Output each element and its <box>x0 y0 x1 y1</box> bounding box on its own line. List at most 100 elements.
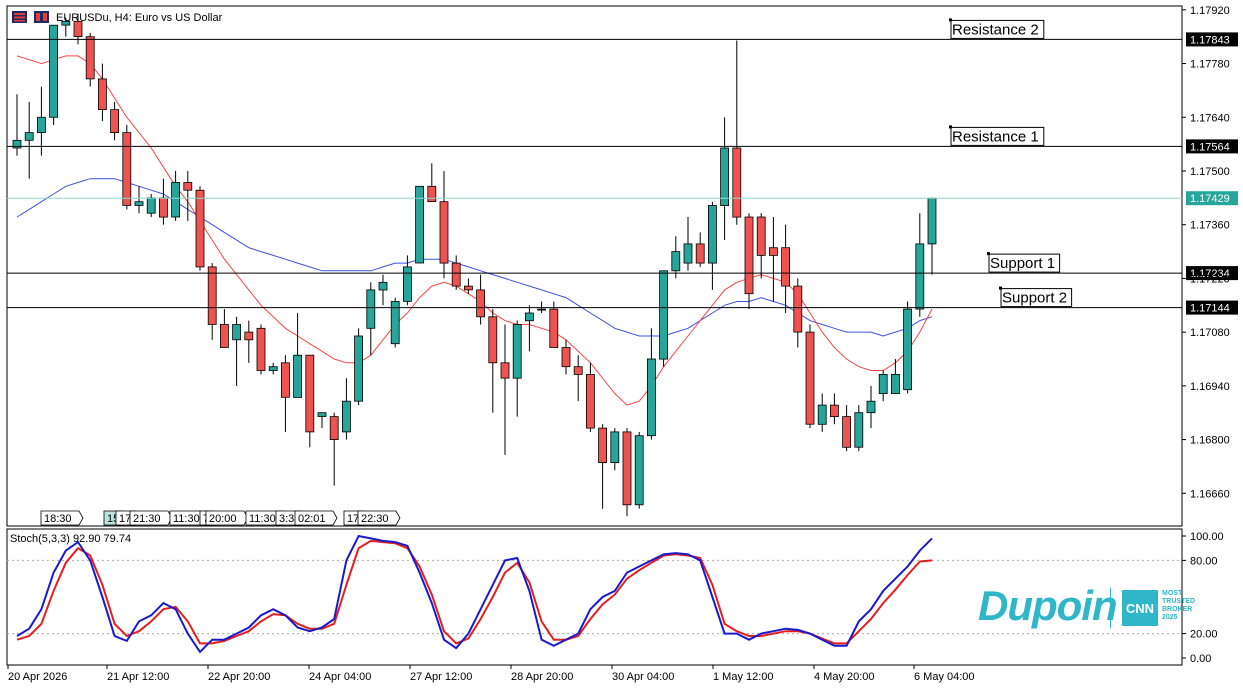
candle <box>817 393 827 432</box>
bull-candle-body <box>647 358 656 437</box>
candle <box>854 405 864 452</box>
stoch-lines <box>7 534 1182 654</box>
stoch-signal-line <box>16 539 933 645</box>
trade-ticket <box>294 510 338 526</box>
candle <box>85 32 95 87</box>
candle <box>488 309 498 413</box>
trade-ticket-label: 17 <box>119 513 131 525</box>
level-label: Resistance 2 <box>952 21 1039 38</box>
candle <box>512 320 522 417</box>
bull-candle-body <box>354 335 364 402</box>
time-tick-label: 20 Apr 2026 <box>8 671 67 683</box>
bull-candle-body <box>903 308 912 391</box>
candle <box>549 301 559 348</box>
candle <box>366 282 376 356</box>
bull-candle-body <box>610 431 620 463</box>
bull-candle-body <box>891 373 900 394</box>
level-anchor <box>949 125 952 129</box>
candle <box>171 171 181 221</box>
stoch-axis: 100.00 80.00 20.00 0.00 <box>1182 531 1224 665</box>
candle <box>830 393 839 425</box>
candle <box>671 236 681 279</box>
candle <box>695 232 705 267</box>
logo-separator <box>1110 588 1111 628</box>
bear-candle-body <box>476 289 486 318</box>
price-tick-label: 1.17920 <box>1190 5 1230 17</box>
level-label: Resistance 1 <box>952 128 1039 145</box>
bull-candle-body <box>268 366 278 371</box>
candle <box>134 186 144 214</box>
brand-name: Dupoin <box>978 582 1118 629</box>
level-label-box <box>950 126 1045 146</box>
level-price-tag <box>1186 300 1238 315</box>
bull-candle-body <box>232 324 242 341</box>
bear-candle-body <box>830 404 839 418</box>
trade-ticket-label: 20:00 <box>209 513 237 525</box>
bull-candle-body <box>659 270 668 360</box>
level-price-tag <box>1186 32 1238 47</box>
candle <box>122 124 132 210</box>
candle <box>866 385 876 429</box>
price-axis: 1.17920 1.17780 1.17640 1.17500 1.17360 1.172… <box>1182 5 1230 500</box>
one-click-trading-icon[interactable] <box>34 11 49 23</box>
bull-candle-body <box>390 301 400 345</box>
bull-candle-body <box>49 24 58 118</box>
candle <box>341 378 351 440</box>
candle <box>463 278 473 294</box>
level-price-label: 1.17564 <box>1190 141 1230 153</box>
bull-candle-body <box>671 251 681 272</box>
bull-candle-body <box>378 281 388 291</box>
candle <box>12 94 22 156</box>
candle <box>37 86 46 156</box>
bear-candle-body <box>488 316 498 364</box>
bear-candle-body <box>98 78 107 111</box>
candle <box>634 431 644 509</box>
bear-candle-body <box>219 324 229 348</box>
chart-grid-icon[interactable] <box>12 11 27 23</box>
bear-candle-body <box>744 216 754 295</box>
stoch-tick-label: 100.00 <box>1190 531 1224 543</box>
candle <box>878 370 888 402</box>
candle <box>427 163 437 203</box>
candle <box>732 40 742 225</box>
level-price-tag <box>1186 139 1238 154</box>
bear-candle-body <box>756 216 766 256</box>
price-tick-label: 1.17640 <box>1190 112 1230 124</box>
candle <box>769 217 778 302</box>
candle <box>378 274 388 306</box>
candle <box>683 217 693 271</box>
bull-candle-body <box>537 308 546 311</box>
candle <box>110 101 119 141</box>
trade-ticket-label: 22:30 <box>361 513 389 525</box>
price-tick-label: 1.17780 <box>1190 59 1230 71</box>
bull-candle-body <box>854 412 864 448</box>
bull-candle-body <box>866 400 876 414</box>
price-tick-label: 1.16940 <box>1190 381 1230 393</box>
candle <box>244 320 254 363</box>
candle <box>195 186 205 271</box>
candle <box>183 171 193 221</box>
trade-ticket-label: 02:01 <box>298 513 326 525</box>
bear-candle-body <box>598 427 607 464</box>
candles <box>12 13 937 517</box>
bear-candle-body <box>195 189 205 268</box>
price-tick-label: 1.17220 <box>1190 273 1230 285</box>
candle <box>744 213 754 310</box>
candle <box>781 224 790 313</box>
candle <box>207 263 217 340</box>
level-label: Support 2 <box>1002 290 1067 307</box>
bull-candle-body <box>927 197 937 245</box>
award-line: 2025 <box>1162 614 1178 621</box>
candle <box>61 17 71 37</box>
bear-candle-body <box>463 285 473 291</box>
trade-ticket-label: 21:30 <box>133 513 161 525</box>
current-price-line: 1.17429 <box>7 191 1238 206</box>
bear-candle-body <box>732 147 742 218</box>
current-price-tag <box>1186 191 1238 206</box>
bear-candle-body <box>158 197 168 218</box>
candle <box>525 305 534 352</box>
level-anchor <box>949 18 952 22</box>
candle <box>268 362 278 375</box>
bear-candle-body <box>280 362 290 398</box>
